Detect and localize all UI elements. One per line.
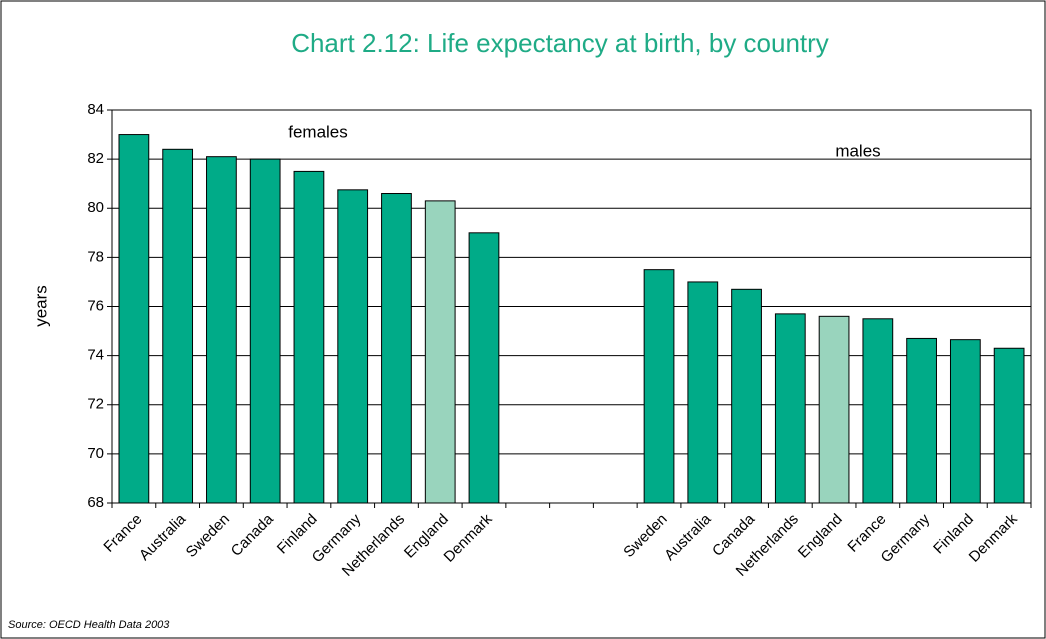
bar <box>249 158 281 504</box>
y-axis-label: years <box>31 285 50 327</box>
y-tick-label: 72 <box>87 396 104 413</box>
bar <box>118 134 150 504</box>
source-note: Source: OECD Health Data 2003 <box>8 619 170 631</box>
bar <box>862 318 894 504</box>
bar <box>818 315 850 504</box>
annotation: females <box>288 122 348 141</box>
plot-border <box>111 109 1032 504</box>
annotation: males <box>835 141 880 160</box>
bar <box>643 269 675 504</box>
bar <box>381 193 412 504</box>
y-tick-label: 74 <box>87 347 104 364</box>
bar <box>906 337 937 504</box>
bar <box>162 148 194 504</box>
bar <box>424 200 456 504</box>
bar <box>731 288 762 504</box>
y-tick-label: 78 <box>87 248 104 265</box>
bar <box>687 281 719 504</box>
bar <box>949 339 981 504</box>
bar <box>993 347 1025 504</box>
bar <box>206 156 237 504</box>
bar <box>774 313 806 504</box>
bar <box>468 232 500 504</box>
y-tick-label: 80 <box>87 199 104 216</box>
bar <box>337 189 369 504</box>
bar <box>293 170 325 504</box>
y-tick-label: 82 <box>87 150 104 167</box>
y-tick-label: 70 <box>87 445 104 462</box>
y-tick-label: 84 <box>87 101 104 118</box>
y-tick-label: 68 <box>87 494 104 511</box>
chart-title: Chart 2.12: Life expectancy at birth, by… <box>291 28 829 58</box>
y-tick-label: 76 <box>87 297 104 314</box>
